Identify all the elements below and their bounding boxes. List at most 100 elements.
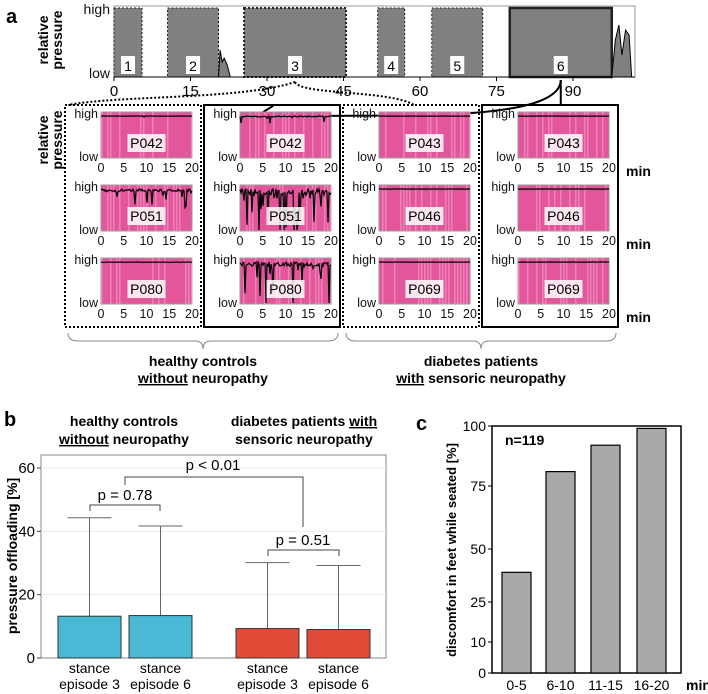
group-title-line1: healthy controls: [70, 413, 178, 429]
participant-label: P043: [408, 135, 441, 151]
mini-ytick-high: high: [491, 253, 515, 267]
mini-ytick-high: high: [74, 107, 98, 121]
group-title-pre: diabetes patients: [231, 413, 349, 429]
p-value-label: p < 0.01: [186, 457, 241, 474]
mini-xtick-label: 5: [398, 234, 405, 248]
group-caption-line2: without neuropathy: [137, 370, 268, 386]
mini-plot-stripe: [191, 112, 193, 158]
mini-plot-stripe: [382, 185, 384, 231]
mini-ytick-high: high: [352, 107, 376, 121]
mini-xtick-label: 10: [418, 161, 432, 175]
mini-plot-stripe: [602, 258, 604, 304]
mini-xtick-label: 5: [120, 161, 127, 175]
overview-x-tick-label: 75: [488, 83, 505, 100]
y-tick-label: 40: [18, 523, 35, 540]
mini-plot-stripe: [324, 112, 326, 158]
group-caption-line1: healthy controls: [149, 353, 257, 369]
overview-ylabel-1: relative: [35, 15, 51, 64]
participant-label-box: [405, 280, 444, 298]
episode-label: 4: [387, 58, 395, 74]
mini-xtick-label: 15: [301, 161, 315, 175]
row-unit-label: min: [626, 309, 651, 325]
mini-plot-stripe: [101, 258, 103, 304]
mini-xtick-label: 20: [324, 307, 338, 321]
participant-label-box: [266, 134, 305, 152]
p-value-label: p = 0.51: [276, 532, 331, 549]
mini-plot-stripe: [403, 112, 405, 158]
mini-ytick-high: high: [74, 180, 98, 194]
mini-plot-trace: [100, 187, 193, 210]
connector-episode3-left: [67, 81, 296, 106]
mini-plot-stripe: [536, 185, 538, 231]
mini-plot-stripe: [448, 258, 450, 304]
mini-ytick-high: high: [74, 253, 98, 267]
mini-ytick-high: high: [213, 253, 237, 267]
mini-ytick-low: low: [496, 223, 516, 237]
mini-plot-stripe: [469, 112, 471, 158]
mini-xtick-label: 0: [237, 307, 244, 321]
mini-xtick-label: 15: [440, 234, 454, 248]
mini-plot-stripe: [400, 185, 402, 231]
mini-plot-stripe: [255, 112, 257, 158]
participant-label-box: [544, 207, 583, 225]
group-caption-underlined: with: [395, 370, 424, 386]
mini-xtick-label: 0: [237, 234, 244, 248]
mini-ytick-low: low: [218, 150, 238, 164]
bar: [128, 615, 193, 659]
mini-ytick-low: low: [218, 296, 238, 310]
mini-ytick-low: low: [218, 223, 238, 237]
group-brace: [345, 332, 617, 350]
mini-xtick-label: 20: [463, 307, 477, 321]
mini-ytick-high: high: [213, 107, 237, 121]
panel-label-c: c: [416, 413, 427, 435]
mini-ytick-high: high: [352, 253, 376, 267]
mini-ytick-low: low: [357, 150, 377, 164]
mini-xtick-label: 20: [324, 234, 338, 248]
y-tick-label: 75: [470, 478, 486, 494]
mini-xtick-label: 5: [537, 234, 544, 248]
x-tick-label: 0-5: [506, 677, 526, 693]
mini-xtick-label: 15: [440, 307, 454, 321]
participant-label: P080: [130, 281, 163, 297]
mini-xtick-label: 20: [324, 161, 338, 175]
episode-label-box: [121, 56, 136, 74]
overview-x-tick-label: 45: [335, 83, 352, 100]
group-title-line1: diabetes patients with: [231, 413, 377, 429]
mini-xtick-label: 5: [120, 307, 127, 321]
mini-plot-stripe: [524, 112, 526, 158]
overview-ylabel-2: pressure: [49, 10, 65, 69]
panel-label-a: a: [6, 6, 18, 28]
significance-bracket: [124, 476, 304, 527]
mini-xtick-label: 20: [185, 307, 199, 321]
y-tick-label: 20: [18, 587, 35, 604]
mini-ytick-high: high: [491, 107, 515, 121]
significance-bracket: [267, 549, 340, 556]
mini-plot-stripe: [107, 112, 109, 158]
mini-plot-stripe: [448, 185, 450, 231]
group-caption-underlined: without: [137, 370, 188, 386]
y-tick-label: 0: [27, 650, 35, 667]
mini-plot-stripe: [590, 258, 592, 304]
mini-xtick-label: 5: [259, 234, 266, 248]
episode-label-box: [450, 56, 465, 74]
participant-label-box: [127, 280, 166, 298]
bar: [545, 471, 576, 674]
participant-label: P080: [269, 281, 302, 297]
mini-xtick-label: 10: [557, 234, 571, 248]
mini-plot-stripe: [385, 112, 387, 158]
mini-plot-stripe: [403, 185, 405, 231]
overview-x-tick-label: 30: [259, 83, 276, 100]
mini-xtick-label: 15: [162, 234, 176, 248]
mini-ytick-low: low: [79, 296, 99, 310]
mini-plot-stripe: [191, 258, 193, 304]
mini-plot-stripe: [113, 185, 115, 231]
participant-label-box: [405, 207, 444, 225]
mini-plot-stripe: [119, 185, 121, 231]
mini-xtick-label: 5: [398, 307, 405, 321]
x-tick-label-line1: stance: [140, 660, 181, 676]
group-title-line2: sensoric neuropathy: [235, 431, 373, 447]
mini-xtick-label: 20: [602, 307, 616, 321]
mini-plot-stripe: [185, 258, 187, 304]
participant-label-box: [127, 207, 166, 225]
mini-ytick-high: high: [213, 180, 237, 194]
